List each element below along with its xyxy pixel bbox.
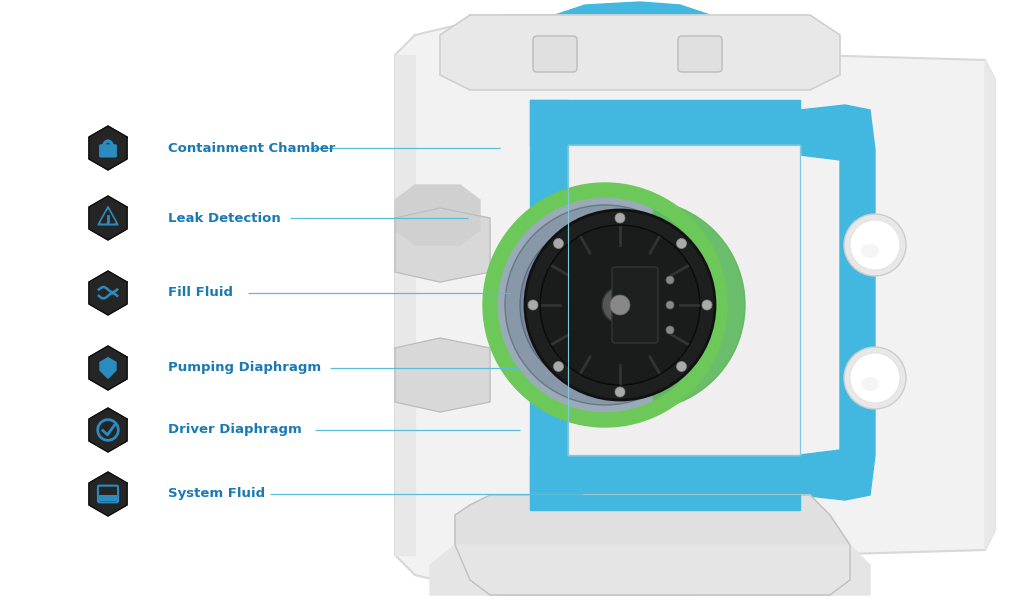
Polygon shape bbox=[89, 472, 127, 516]
Polygon shape bbox=[101, 210, 115, 223]
FancyBboxPatch shape bbox=[612, 267, 658, 343]
Polygon shape bbox=[395, 55, 415, 555]
Circle shape bbox=[615, 213, 625, 223]
Text: Fill Fluid: Fill Fluid bbox=[168, 286, 233, 300]
Polygon shape bbox=[89, 408, 127, 452]
Text: System Fluid: System Fluid bbox=[168, 488, 265, 500]
Circle shape bbox=[554, 238, 563, 249]
Ellipse shape bbox=[861, 244, 879, 258]
Circle shape bbox=[615, 387, 625, 397]
Polygon shape bbox=[89, 346, 127, 390]
Text: Leak Detection: Leak Detection bbox=[168, 212, 281, 224]
Circle shape bbox=[490, 190, 720, 420]
Polygon shape bbox=[568, 145, 800, 455]
Text: Pumping Diaphragm: Pumping Diaphragm bbox=[168, 362, 322, 375]
Circle shape bbox=[610, 295, 630, 315]
Circle shape bbox=[702, 300, 712, 310]
Polygon shape bbox=[800, 105, 874, 500]
Ellipse shape bbox=[844, 347, 906, 409]
Circle shape bbox=[666, 301, 674, 309]
Circle shape bbox=[525, 210, 715, 400]
Ellipse shape bbox=[850, 220, 900, 270]
Polygon shape bbox=[530, 100, 568, 500]
Bar bbox=[568, 145, 800, 455]
Ellipse shape bbox=[861, 377, 879, 391]
Polygon shape bbox=[98, 207, 118, 225]
Polygon shape bbox=[483, 183, 727, 427]
Ellipse shape bbox=[850, 353, 900, 403]
Polygon shape bbox=[89, 271, 127, 315]
Text: Containment Chamber: Containment Chamber bbox=[168, 142, 336, 154]
Ellipse shape bbox=[844, 214, 906, 276]
Circle shape bbox=[505, 205, 705, 405]
Polygon shape bbox=[395, 208, 490, 282]
Polygon shape bbox=[395, 15, 995, 595]
Polygon shape bbox=[652, 201, 744, 409]
Circle shape bbox=[677, 238, 686, 249]
Circle shape bbox=[666, 276, 674, 284]
Polygon shape bbox=[530, 100, 800, 145]
Polygon shape bbox=[100, 358, 116, 378]
Circle shape bbox=[554, 362, 563, 371]
Polygon shape bbox=[530, 455, 800, 500]
FancyBboxPatch shape bbox=[534, 36, 577, 72]
Circle shape bbox=[677, 362, 686, 371]
Polygon shape bbox=[540, 40, 560, 70]
Polygon shape bbox=[530, 495, 800, 510]
Polygon shape bbox=[700, 40, 720, 70]
Polygon shape bbox=[555, 2, 710, 60]
Polygon shape bbox=[440, 15, 840, 90]
Polygon shape bbox=[455, 495, 850, 595]
Circle shape bbox=[666, 326, 674, 334]
Polygon shape bbox=[430, 545, 870, 595]
Polygon shape bbox=[395, 338, 490, 412]
FancyBboxPatch shape bbox=[678, 36, 722, 72]
Circle shape bbox=[540, 225, 700, 385]
FancyBboxPatch shape bbox=[99, 494, 117, 501]
Text: Driver Diaphragm: Driver Diaphragm bbox=[168, 424, 302, 437]
Polygon shape bbox=[89, 196, 127, 240]
Circle shape bbox=[528, 300, 538, 310]
Circle shape bbox=[106, 222, 110, 224]
FancyBboxPatch shape bbox=[0, 0, 385, 608]
Circle shape bbox=[520, 220, 690, 390]
FancyBboxPatch shape bbox=[99, 144, 117, 157]
Polygon shape bbox=[395, 185, 480, 245]
Polygon shape bbox=[89, 126, 127, 170]
Circle shape bbox=[602, 287, 638, 323]
Polygon shape bbox=[985, 60, 995, 550]
